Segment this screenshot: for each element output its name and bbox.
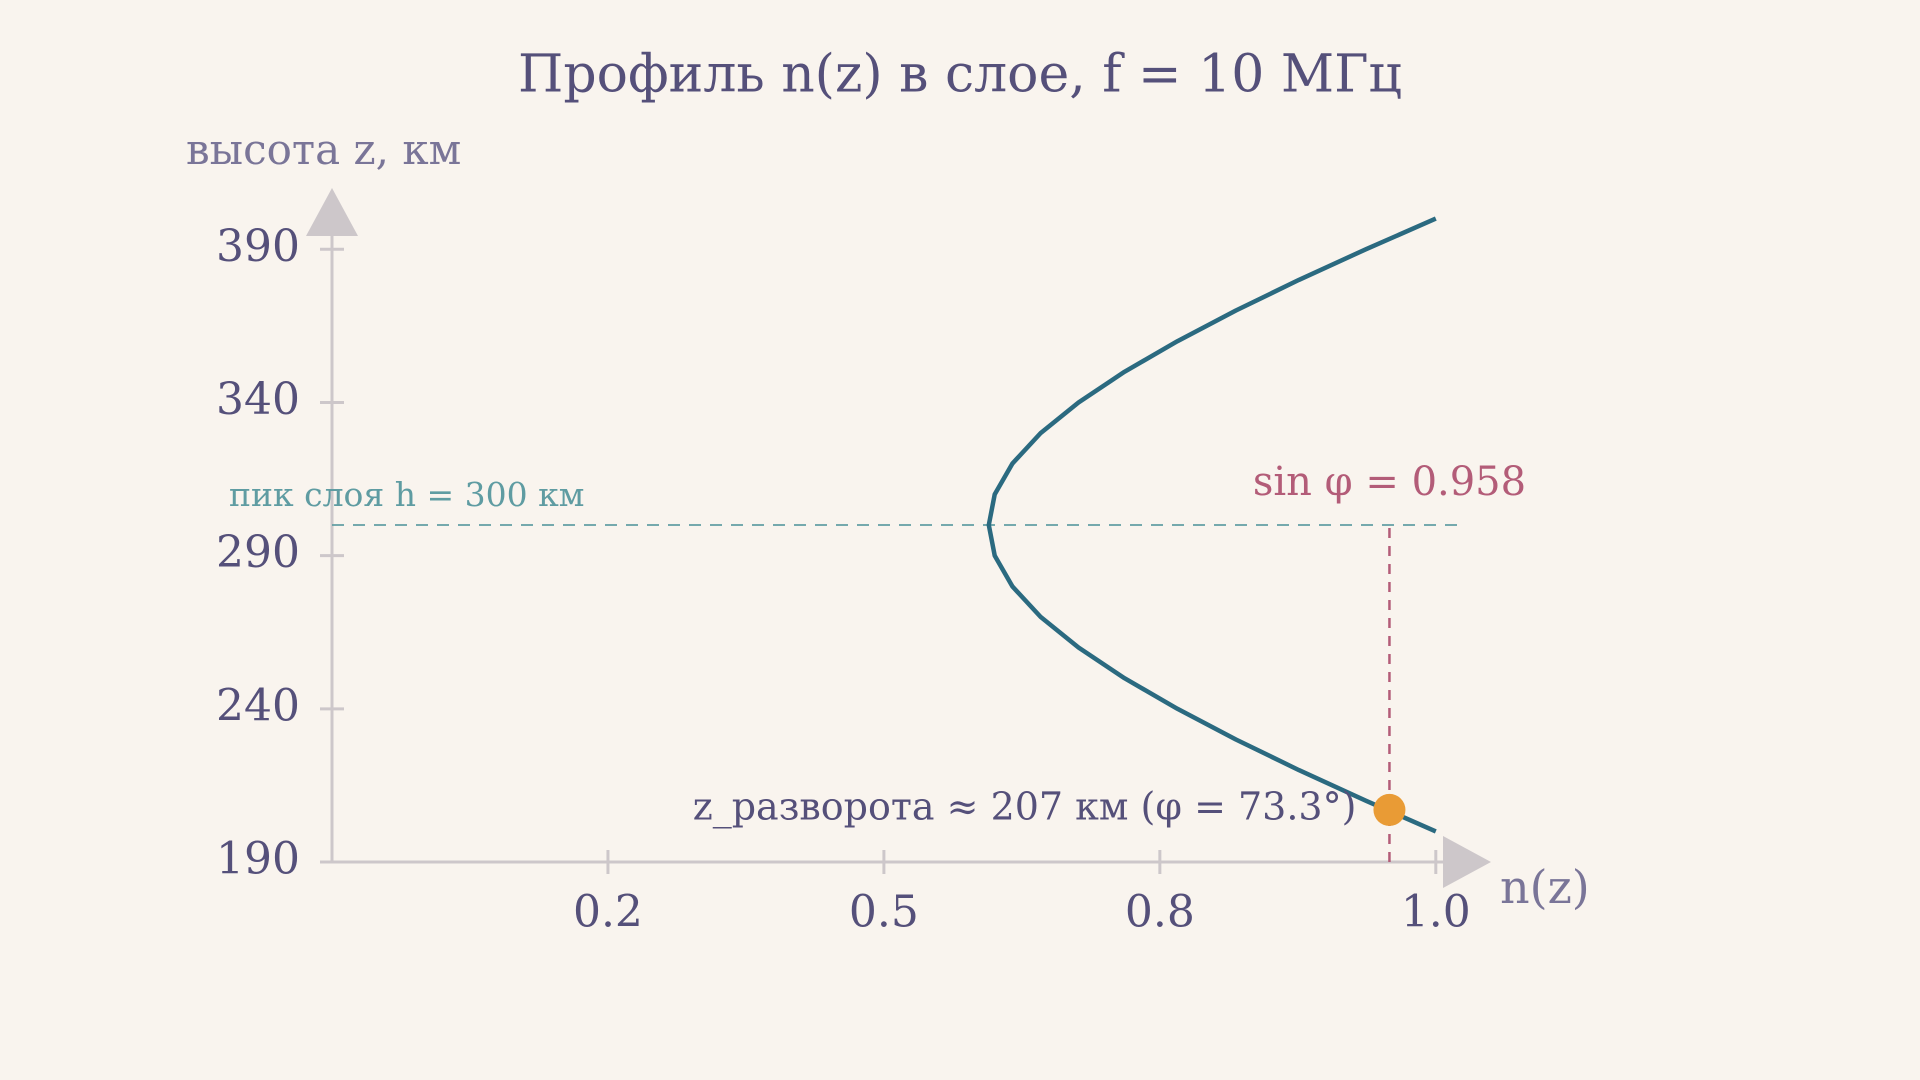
x-tick-label: 0.5: [849, 887, 919, 938]
peak-label: пик слоя h = 300 км: [229, 475, 584, 514]
y-tick-label: 190: [216, 834, 300, 885]
x-tick-label: 0.8: [1125, 887, 1195, 938]
chart-title: Профиль n(z) в слое, f = 10 МГц: [518, 45, 1402, 105]
profile-line: [986, 216, 1437, 834]
x-axis-arrow: [1443, 836, 1491, 888]
y-tick-label: 290: [216, 527, 300, 578]
turning-point: [1373, 793, 1406, 826]
y-axis-label: высота z, км: [186, 125, 461, 174]
y-tick-label: 390: [216, 221, 300, 272]
turning-point-label: z_разворота ≈ 207 км (φ = 73.3°): [693, 784, 1357, 829]
turning-label: sin φ = 0.958: [1253, 459, 1526, 505]
y-axis-arrow: [306, 188, 358, 236]
y-tick-label: 240: [216, 680, 300, 731]
y-tick-label: 340: [216, 374, 300, 425]
x-axis-label: n(z): [1500, 860, 1590, 914]
x-tick-label: 0.2: [573, 887, 643, 938]
x-tick-label: 1.0: [1401, 887, 1471, 938]
